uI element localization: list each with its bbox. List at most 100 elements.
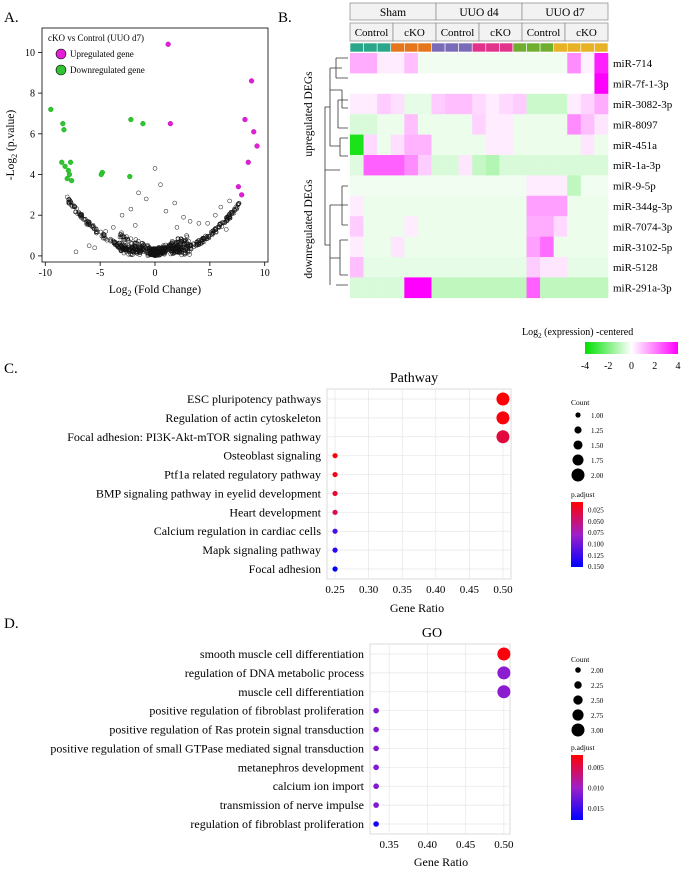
heatmap-cell xyxy=(404,236,419,258)
heatmap-cell xyxy=(431,216,446,237)
volcano-point-ns xyxy=(154,246,160,252)
volcano-point-ns xyxy=(149,249,154,254)
dendro-branch-top xyxy=(324,106,340,171)
pathway-category-label: Ptf1a related regulatory pathway xyxy=(164,468,321,482)
heatmap-cell xyxy=(390,114,405,135)
annotation-cell xyxy=(390,42,405,53)
heatmap-annotation-bar xyxy=(349,42,609,53)
volcano-point-ns xyxy=(94,227,99,232)
heatmap-cell xyxy=(540,73,554,95)
heatmap-cell xyxy=(472,114,487,135)
heatmap-cell xyxy=(567,257,582,278)
go-category-label: regulation of DNA metabolic process xyxy=(185,666,365,680)
heatmap-cell xyxy=(594,114,609,135)
go-xtick-label: 0.45 xyxy=(456,839,476,851)
volcano-point-ns xyxy=(191,241,196,246)
volcano-point-ns xyxy=(128,236,134,241)
heatmap-cell xyxy=(472,134,487,156)
pathway-plot-area xyxy=(326,388,512,580)
subgroup-label-d7-cko: cKO xyxy=(576,27,597,39)
heatmap-cell xyxy=(499,155,514,176)
heatmap-cell xyxy=(404,175,419,197)
heatmap-cell xyxy=(417,216,432,237)
pathway-title: Pathway xyxy=(390,371,438,386)
go-size-legend-dot xyxy=(575,667,581,673)
heatmap-cell xyxy=(445,134,459,156)
dendro-down-leaves-1 xyxy=(330,185,348,226)
heatmap-cell xyxy=(458,155,473,176)
volcano-point-ns xyxy=(121,234,126,240)
heatmap-row-label: miR-1a-3p xyxy=(613,160,661,172)
volcano-frame xyxy=(41,27,269,263)
heatmap-cell xyxy=(499,134,514,156)
volcano-point-ns xyxy=(133,247,139,253)
heatmap-cell xyxy=(499,93,514,115)
heatmap-cell xyxy=(445,195,459,217)
heatmap-cell xyxy=(390,53,405,74)
volcano-point-down xyxy=(67,159,74,165)
dendro-branch-down xyxy=(324,170,331,285)
heatmap-cell xyxy=(526,73,541,95)
heatmap-cell xyxy=(485,93,500,115)
volcano-point-ns xyxy=(231,210,237,216)
heatmap-cell xyxy=(377,155,392,176)
heatmap-cell xyxy=(553,134,568,156)
volcano-point-down xyxy=(48,106,54,112)
heatmap-cell xyxy=(512,175,527,197)
heatmap-row-label: miR-451a xyxy=(613,140,657,152)
volcano-point-ns xyxy=(119,232,125,238)
heatmap-cell xyxy=(363,175,378,197)
pathway-dot xyxy=(332,509,338,515)
volcano-point-ns xyxy=(143,196,149,202)
volcano-point-ns xyxy=(187,219,193,224)
heatmap-cell xyxy=(458,93,473,115)
annotation-cell xyxy=(444,42,459,53)
pathway-dots xyxy=(332,392,510,572)
volcano-point-ns xyxy=(178,236,184,242)
volcano-point-ns xyxy=(118,232,124,237)
go-count-legend-title: Count xyxy=(571,655,590,664)
go-padj-legend-title: p.adjust xyxy=(571,743,595,752)
pathway-dot xyxy=(332,453,338,459)
heatmap-cell xyxy=(485,277,500,299)
volcano-point-down xyxy=(60,121,66,127)
go-plot-area xyxy=(369,643,511,835)
heatmap-cell xyxy=(540,53,554,74)
heatmap-cell xyxy=(350,277,364,299)
volcano-point-ns xyxy=(136,238,141,244)
heatmap-cell xyxy=(445,53,459,74)
annotation-cell xyxy=(539,42,554,53)
pathway-size-legend-dot xyxy=(572,454,584,466)
volcano-y-title: -Log2 (p.value) xyxy=(5,110,19,181)
go-xtick-label: 0.50 xyxy=(494,839,514,851)
heatmap-cell xyxy=(445,277,459,299)
heatmap-cell xyxy=(567,175,582,197)
heat-colorbar-title: Log2 (expression) -centered xyxy=(522,327,633,340)
heatmap-cell xyxy=(404,155,419,176)
pathway-dot xyxy=(332,566,338,572)
go-dot xyxy=(373,707,379,714)
pathway-dot xyxy=(332,490,338,497)
heatmap-row-label: miR-714 xyxy=(613,58,653,70)
annotation-cell xyxy=(526,42,541,53)
volcano-point-ns xyxy=(204,234,210,239)
pathway-dot xyxy=(496,392,510,406)
heatmap-cell xyxy=(567,195,582,217)
heatmap-cell xyxy=(458,114,473,135)
volcano-point-ns xyxy=(218,204,224,210)
volcano-point-ns xyxy=(123,247,128,252)
heatmap-cell xyxy=(431,195,446,217)
heatmap-cell xyxy=(526,236,541,258)
dendro-down-leaves-2 xyxy=(330,239,348,286)
annotation-cell xyxy=(499,42,514,53)
heatmap-cell xyxy=(526,216,541,237)
pathway-category-label: BMP signaling pathway in eyelid developm… xyxy=(96,486,322,500)
heatmap-cell xyxy=(417,175,432,197)
go-size-legend-dot xyxy=(574,681,582,689)
heatmap-cell xyxy=(363,257,378,278)
go-category-labels: smooth muscle cell differentiation regula… xyxy=(50,647,364,831)
pathway-size-legend-dot xyxy=(571,468,585,482)
go-dots xyxy=(373,647,511,827)
heatmap-cell xyxy=(540,236,554,258)
